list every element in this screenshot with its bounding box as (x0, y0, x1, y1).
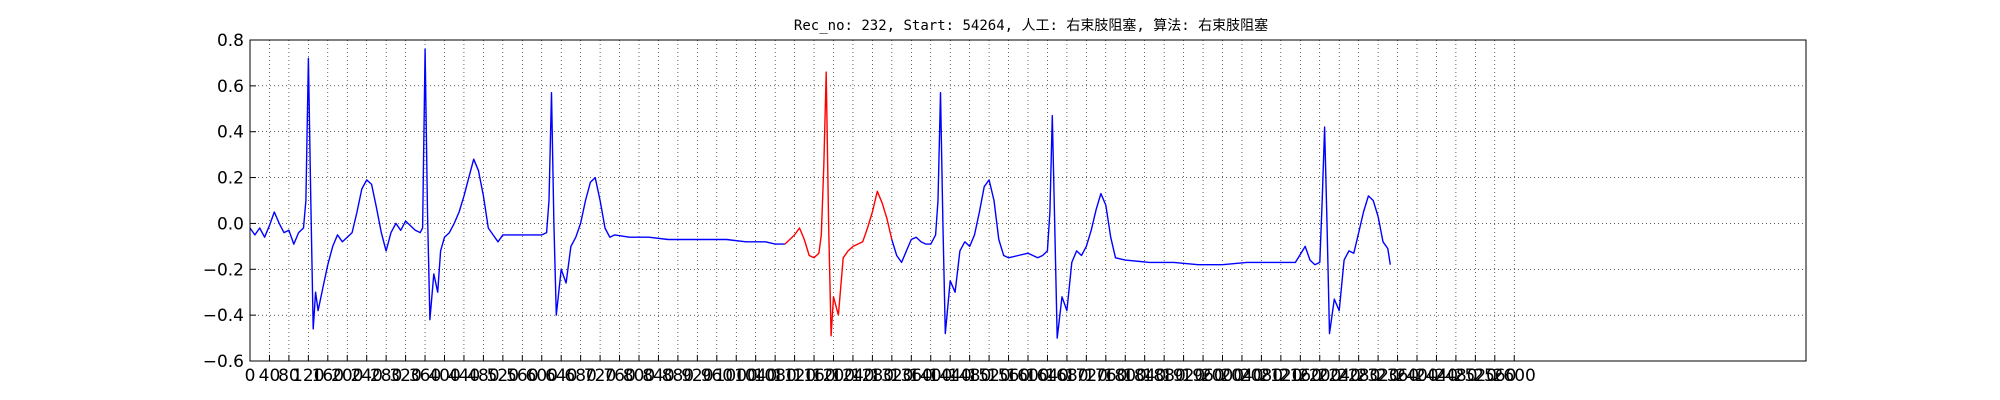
x-tick-label: 0 (245, 366, 256, 386)
y-tick-label: 0.2 (217, 169, 244, 189)
x-tick-label: 240 (350, 366, 382, 386)
x-tick-label: 2280 (1337, 366, 1380, 386)
x-tick-label: 1680 (1045, 366, 1088, 386)
x-tick-label: 1280 (851, 366, 894, 386)
x-axis: 0 408012016020024028032036040044048052056… (245, 355, 1536, 386)
y-tick-label: 0.8 (217, 31, 244, 51)
x-tick-label: 680 (564, 366, 596, 386)
x-tick-label: 2440 (1415, 366, 1458, 386)
grid (249, 39, 1806, 362)
x-tick-label: 720 (584, 366, 616, 386)
x-tick-label: 1200 (812, 366, 855, 386)
x-tick-label: 1720 (1065, 366, 1108, 386)
x-tick-label: 960 (701, 366, 733, 386)
x-tick-label: 1800 (1104, 366, 1147, 386)
x-tick-label: 1160 (792, 366, 835, 386)
x-tick-label: 1520 (967, 366, 1010, 386)
x-tick-label: 1320 (870, 366, 913, 386)
series-group (249, 48, 1391, 339)
x-tick-label: 2400 (1395, 366, 1438, 386)
x-tick-label: 840 (642, 366, 674, 386)
x-tick-label: 40 (259, 366, 281, 386)
x-tick-label: 1400 (909, 366, 952, 386)
y-tick-label: −0.2 (203, 260, 244, 280)
x-tick-label: 2040 (1220, 366, 1263, 386)
x-tick-label: 2160 (1279, 366, 1322, 386)
x-tick-label: 200 (331, 366, 363, 386)
x-tick-label: 1600 (1006, 366, 1049, 386)
x-tick-label: 400 (428, 366, 460, 386)
x-tick-label: 640 (545, 366, 577, 386)
y-tick-label: −0.4 (203, 306, 244, 326)
x-tick-label: 2120 (1259, 366, 1302, 386)
y-tick-label: 0.4 (217, 123, 244, 143)
x-tick-label: 440 (448, 366, 480, 386)
x-tick-label: 2480 (1434, 366, 1477, 386)
x-tick-label: 2240 (1318, 366, 1361, 386)
x-tick-label: 1760 (1084, 366, 1127, 386)
x-tick-label: 1080 (754, 366, 797, 386)
x-tick-label: 1000 (715, 366, 758, 386)
y-tick-label: 0.6 (217, 77, 244, 97)
x-tick-label: 1880 (1143, 366, 1186, 386)
x-tick-label: 920 (681, 366, 713, 386)
x-tick-label: 1360 (890, 366, 933, 386)
x-tick-label: 1560 (987, 366, 1030, 386)
x-tick-label: 80 (278, 366, 300, 386)
x-tick-label: 1240 (831, 366, 874, 386)
x-tick-label: 2080 (1240, 366, 1283, 386)
chart-title: Rec_no: 232, Start: 54264, 人工: 右束肢阻塞, 算法… (794, 17, 1268, 34)
y-axis: −0.6 −0.4 −0.2 0.0 0.2 0.4 0.6 0.8 (203, 31, 256, 372)
x-tick-label: 2360 (1376, 366, 1419, 386)
x-tick-label: 360 (409, 366, 441, 386)
x-tick-label: 1960 (1181, 366, 1224, 386)
x-tick-label: 2560 (1473, 366, 1516, 386)
x-tick-label: 1040 (734, 366, 777, 386)
y-tick-label: −0.6 (203, 352, 244, 372)
series-line-2 (891, 91, 1391, 339)
x-tick-label: 2000 (1201, 366, 1244, 386)
x-tick-label: 760 (603, 366, 635, 386)
x-tick-label: 1640 (1026, 366, 1069, 386)
y-tick-label: 0.0 (217, 214, 244, 234)
x-tick-label: 560 (506, 366, 538, 386)
x-tick-label: 480 (467, 366, 499, 386)
series-line-0 (249, 48, 785, 330)
x-tick-label: 2520 (1454, 366, 1497, 386)
x-tick-label: 520 (487, 366, 519, 386)
x-tick-label: 120 (292, 366, 324, 386)
x-tick-label: 2600 (1493, 366, 1536, 386)
x-tick-label: 160 (312, 366, 344, 386)
x-tick-label: 280 (370, 366, 402, 386)
x-tick-label: 1840 (1123, 366, 1166, 386)
x-tick-label: 800 (623, 366, 655, 386)
x-tick-label: 2320 (1356, 366, 1399, 386)
x-tick-label: 1440 (929, 366, 972, 386)
x-tick-label: 880 (662, 366, 694, 386)
x-tick-label: 320 (389, 366, 421, 386)
x-tick-label: 1480 (948, 366, 991, 386)
x-tick-label: 1120 (773, 366, 816, 386)
x-tick-label: 600 (526, 366, 558, 386)
series-line-1 (784, 71, 893, 337)
x-tick-label: 2200 (1298, 366, 1341, 386)
x-tick-label: 1920 (1162, 366, 1205, 386)
